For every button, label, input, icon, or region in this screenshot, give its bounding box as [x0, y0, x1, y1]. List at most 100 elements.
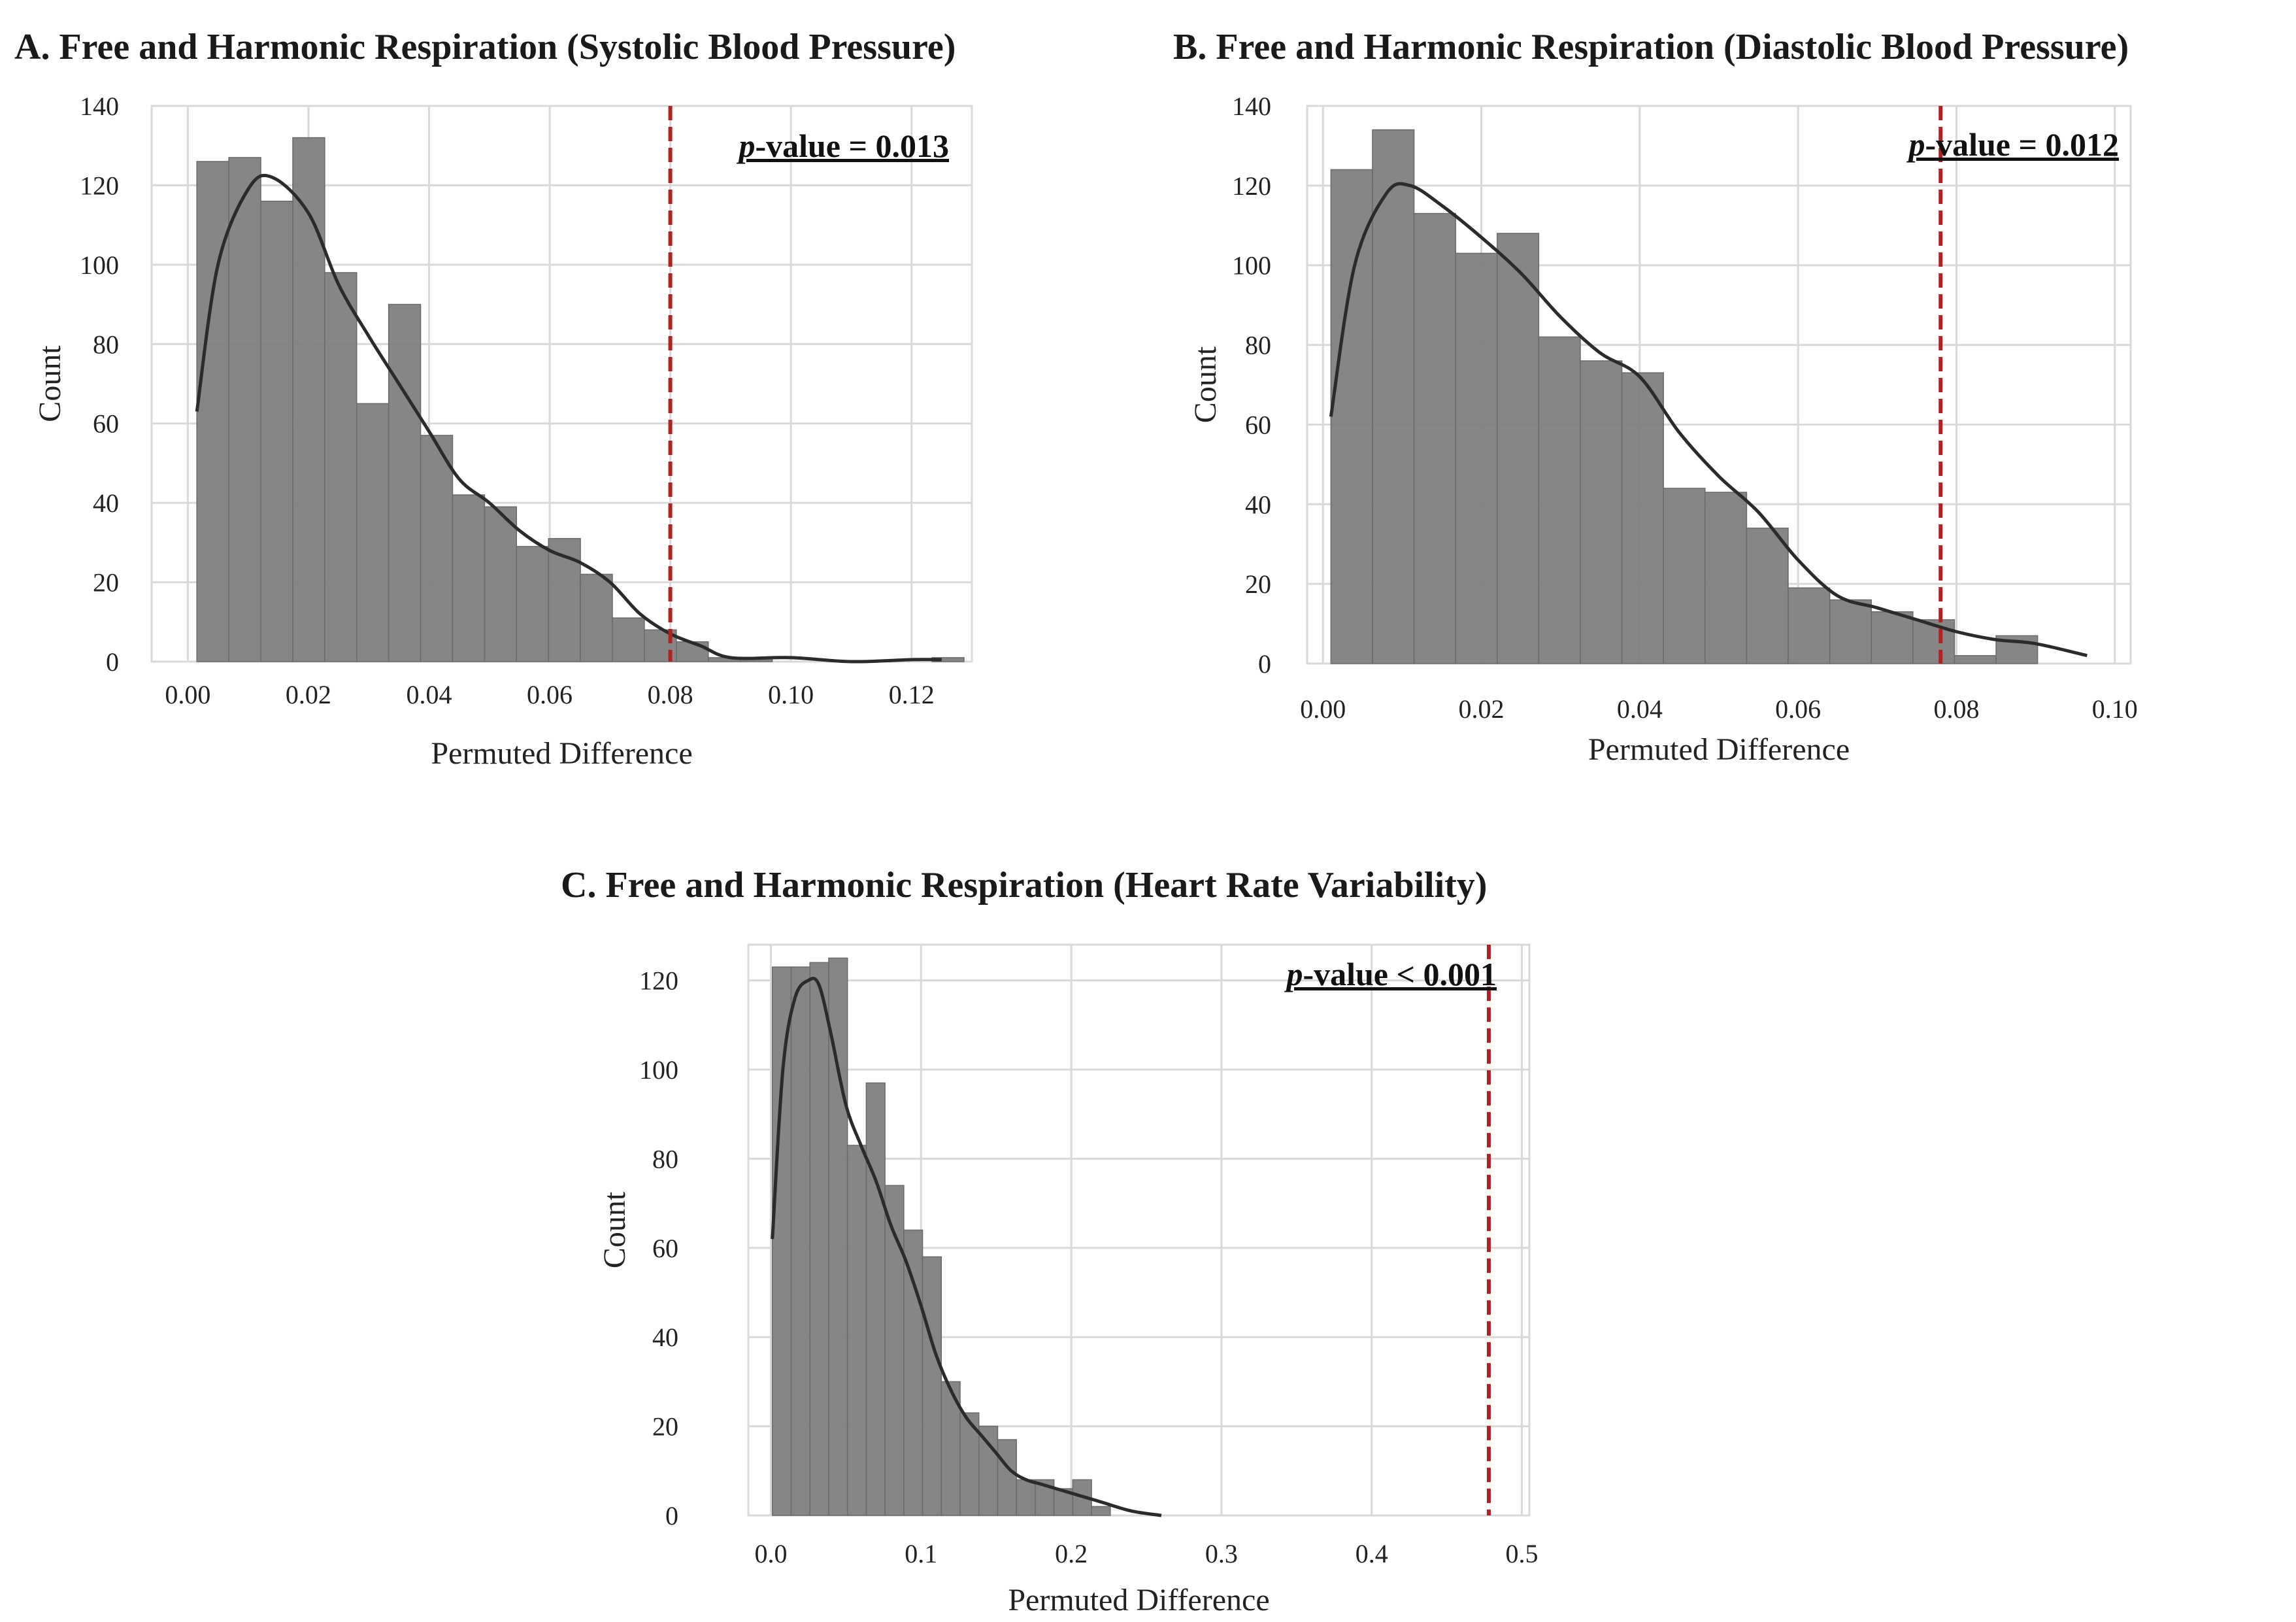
chart-c-bar [922, 1256, 942, 1516]
chart-a-bar [356, 403, 390, 662]
chart-b-bar [1829, 599, 1872, 664]
chart-a-kde-line [195, 173, 942, 664]
chart-c-xtick-label: 0.3 [1205, 1539, 1238, 1568]
chart-a-bar [292, 137, 325, 662]
chart-a-bar [452, 494, 486, 662]
chart-b-pvalue-prefix: p [1906, 126, 1925, 163]
panel-a-title: A. Free and Harmonic Respiration (Systol… [14, 27, 956, 67]
chart-c-bar [865, 1082, 886, 1516]
chart-a-xlabel: Permuted Difference [431, 736, 692, 771]
chart-a-ytick-label: 120 [80, 171, 119, 200]
chart-a-ytick-label: 0 [106, 647, 119, 677]
chart-b-ytick-label: 60 [1245, 410, 1271, 439]
chart-c-bar [809, 962, 829, 1516]
chart-a-xtick-label: 0.00 [165, 680, 210, 709]
chart-a-ytick-label: 80 [93, 329, 119, 359]
chart-b-xtick-label: 0.02 [1459, 694, 1505, 724]
chart-b: 0 20 40 60 80 100 120 140 0.00 0.02 0.04 0.06 0.08 0.… [1188, 92, 2138, 767]
chart-c-ytick-label: 80 [652, 1144, 678, 1174]
chart-a-ytick-label: 100 [80, 250, 119, 280]
chart-a-xtick-label: 0.10 [768, 680, 814, 709]
chart-a-bar [196, 161, 229, 662]
chart-c: 0 20 40 60 80 100 120 0.0 0.1 0.2 0.3 0.4 0.5 Permute… [597, 943, 1539, 1617]
chart-a-bar [324, 272, 358, 662]
chart-b-bar [1455, 252, 1498, 664]
chart-b-bar [1538, 336, 1581, 664]
chart-b-xtick-label: 0.08 [1933, 694, 1979, 724]
chart-b-ytick-label: 140 [1232, 92, 1271, 121]
chart-a-ytick-label: 140 [80, 92, 119, 121]
chart-c-ytick-label: 20 [652, 1412, 678, 1442]
chart-b-bar [1746, 528, 1789, 664]
chart-a-pvalue-text: -value = 0.013 [755, 127, 949, 164]
chart-b-pvalue-label: p-value = 0.012 [1906, 126, 2119, 163]
chart-c-ytick-label: 40 [652, 1323, 678, 1352]
chart-c-bar [790, 966, 810, 1516]
chart-a-ytick-label: 60 [93, 409, 119, 439]
chart-a-ytick-label: 40 [93, 488, 119, 518]
chart-b-bar [1621, 372, 1664, 664]
chart-c-bar [978, 1425, 999, 1516]
chart-b-xtick-label: 0.00 [1300, 694, 1346, 724]
chart-a-bar [580, 573, 613, 662]
chart-a-ytick-label: 20 [93, 568, 119, 598]
chart-b-ytick-label: 120 [1232, 171, 1271, 201]
chart-c-ytick-label: 60 [652, 1234, 678, 1263]
chart-b-bar [1912, 619, 1955, 664]
chart-b-xtick-label: 0.10 [2092, 694, 2138, 724]
chart-a-xtick-label: 0.06 [527, 680, 573, 709]
chart-b-bar [1663, 488, 1706, 664]
chart-b-bar [1954, 655, 1997, 664]
chart-a-bar [612, 617, 645, 662]
chart-a-bar [516, 546, 549, 662]
chart-b-ytick-label: 80 [1245, 331, 1271, 360]
chart-a-bar [260, 200, 293, 662]
chart-b-bar [1705, 492, 1748, 664]
chart-c-bar [772, 966, 792, 1516]
chart-c-xtick-label: 0.0 [754, 1539, 787, 1568]
chart-b-bar [1788, 587, 1831, 664]
chart-c-ylabel: Count [597, 1191, 632, 1268]
panel-b-title: B. Free and Harmonic Respiration (Diasto… [1173, 27, 2129, 67]
chart-c-xtick-label: 0.2 [1055, 1539, 1088, 1568]
chart-c-ytick-label: 100 [639, 1055, 678, 1085]
panel-c-title: C. Free and Harmonic Respiration (Heart … [561, 865, 1488, 905]
chart-a: 0 20 40 60 80 100 120 140 0.00 0.02 0.04 0.06 0.08 0.… [33, 92, 973, 771]
chart-a-bar [676, 641, 709, 662]
chart-a-xtick-label: 0.12 [889, 680, 935, 709]
chart-b-bar [1330, 169, 1373, 664]
chart-b-ytick-label: 40 [1245, 490, 1271, 519]
chart-c-bar [1091, 1506, 1111, 1516]
chart-c-xtick-label: 0.1 [905, 1539, 937, 1568]
chart-b-kde-line [1329, 182, 2088, 658]
chart-b-xtick-label: 0.04 [1617, 694, 1663, 724]
chart-a-xtick-label: 0.04 [406, 680, 452, 709]
chart-b-ytick-label: 0 [1258, 649, 1271, 679]
chart-a-bar [228, 157, 261, 662]
chart-a-ylabel: Count [33, 345, 67, 422]
chart-b-bar [1372, 129, 1415, 664]
chart-c-pvalue-label: p-value < 0.001 [1284, 956, 1497, 992]
chart-b-bar [1413, 212, 1456, 664]
chart-a-pvalue-prefix: p [736, 127, 755, 164]
chart-b-bar [1871, 611, 1914, 664]
chart-b-xtick-label: 0.06 [1775, 694, 1821, 724]
chart-c-pvalue-prefix: p [1284, 956, 1303, 992]
chart-c-xtick-label: 0.5 [1506, 1539, 1539, 1568]
chart-c-bar [997, 1439, 1017, 1516]
chart-c-xlabel: Permuted Difference [1008, 1583, 1269, 1617]
chart-c-bar [1016, 1479, 1036, 1516]
chart-b-ytick-label: 20 [1245, 569, 1271, 599]
chart-c-xtick-label: 0.4 [1356, 1539, 1388, 1568]
chart-b-xlabel: Permuted Difference [1588, 732, 1850, 767]
chart-b-pvalue-text: -value = 0.012 [1925, 126, 2119, 163]
chart-c-ytick-label: 0 [665, 1501, 678, 1530]
chart-b-bar [1497, 233, 1540, 664]
chart-c-pvalue-text: -value < 0.001 [1303, 956, 1497, 992]
chart-a-bar [420, 435, 454, 662]
chart-c-bar [846, 1145, 867, 1516]
chart-a-pvalue-label: p-value = 0.013 [736, 127, 949, 164]
chart-b-bar [1580, 360, 1623, 664]
chart-a-xtick-label: 0.08 [648, 680, 693, 709]
chart-c-bar [903, 1229, 923, 1516]
